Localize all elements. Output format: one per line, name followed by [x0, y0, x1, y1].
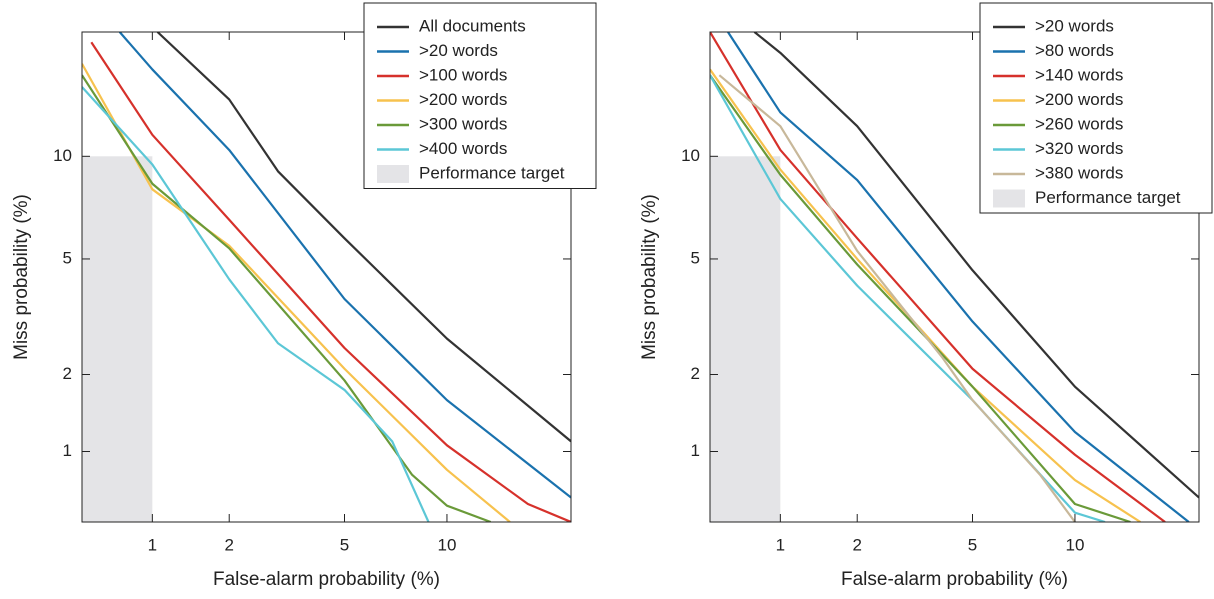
legend-label: >300 words [419, 114, 507, 133]
legend-box [363, 2, 597, 189]
x-axis-label: False-alarm probability (%) [213, 569, 440, 590]
y-tick-label: 10 [681, 146, 700, 165]
legend-label: >260 words [1035, 114, 1123, 133]
legend-label: >20 words [419, 41, 498, 60]
series-line [753, 32, 1199, 499]
series-line [82, 74, 492, 522]
series-line [710, 74, 1131, 522]
series-line [118, 32, 571, 499]
x-axis-label: False-alarm probability (%) [841, 569, 1068, 590]
legend: >20 words >80 words >140 words >200 words >2… [979, 2, 1213, 214]
y-tick-label: 5 [63, 248, 72, 267]
x-tick-label: 2 [852, 535, 861, 554]
y-tick-label: 10 [53, 146, 72, 165]
plot-area [82, 32, 571, 522]
legend-label: >80 words [1035, 41, 1114, 60]
legend-label: >400 words [419, 139, 507, 158]
y-axis-label: Miss probability (%) [639, 194, 660, 360]
performance-target [82, 156, 153, 522]
y-axis-label: Miss probability (%) [11, 194, 32, 360]
x-tick-label: 10 [1065, 535, 1084, 554]
x-tick-label: 1 [776, 535, 785, 554]
plot-frame [81, 31, 572, 523]
legend-label: Performance target [419, 163, 565, 182]
legend-label: >20 words [1035, 16, 1114, 35]
legend-label: >100 words [419, 65, 507, 84]
x-tick-label: 5 [340, 535, 349, 554]
legend-label: Performance target [1035, 188, 1181, 207]
legend-label: >380 words [1035, 163, 1123, 182]
series-line [82, 86, 430, 522]
x-tick-label: 1 [148, 535, 157, 554]
y-tick-label: 5 [691, 248, 700, 267]
x-tick-label: 10 [437, 535, 456, 554]
legend-swatch [377, 165, 409, 183]
legend-label: >140 words [1035, 65, 1123, 84]
series-line [710, 74, 1106, 522]
legend-label: All documents [419, 16, 526, 35]
series-line [710, 32, 1166, 522]
series-line [156, 32, 571, 443]
x-tick-label: 2 [224, 535, 233, 554]
y-tick-label: 2 [63, 364, 72, 383]
legend-box [979, 2, 1213, 214]
legend-label: >200 words [1035, 90, 1123, 109]
series-line [727, 32, 1190, 522]
y-tick-label: 1 [63, 441, 72, 460]
plot-area [710, 32, 1199, 522]
legend-label: >200 words [419, 90, 507, 109]
series-line [82, 63, 511, 522]
plot-frame [709, 31, 1200, 523]
y-tick-label: 2 [691, 364, 700, 383]
legend: All documents >20 words >100 words >200 wor… [363, 2, 597, 189]
legend-label: >320 words [1035, 139, 1123, 158]
legend-swatch [993, 189, 1025, 208]
x-tick-label: 5 [968, 535, 977, 554]
series-line [718, 74, 1076, 522]
series-line [90, 41, 571, 522]
performance-target [710, 156, 781, 522]
y-tick-label: 1 [691, 441, 700, 460]
